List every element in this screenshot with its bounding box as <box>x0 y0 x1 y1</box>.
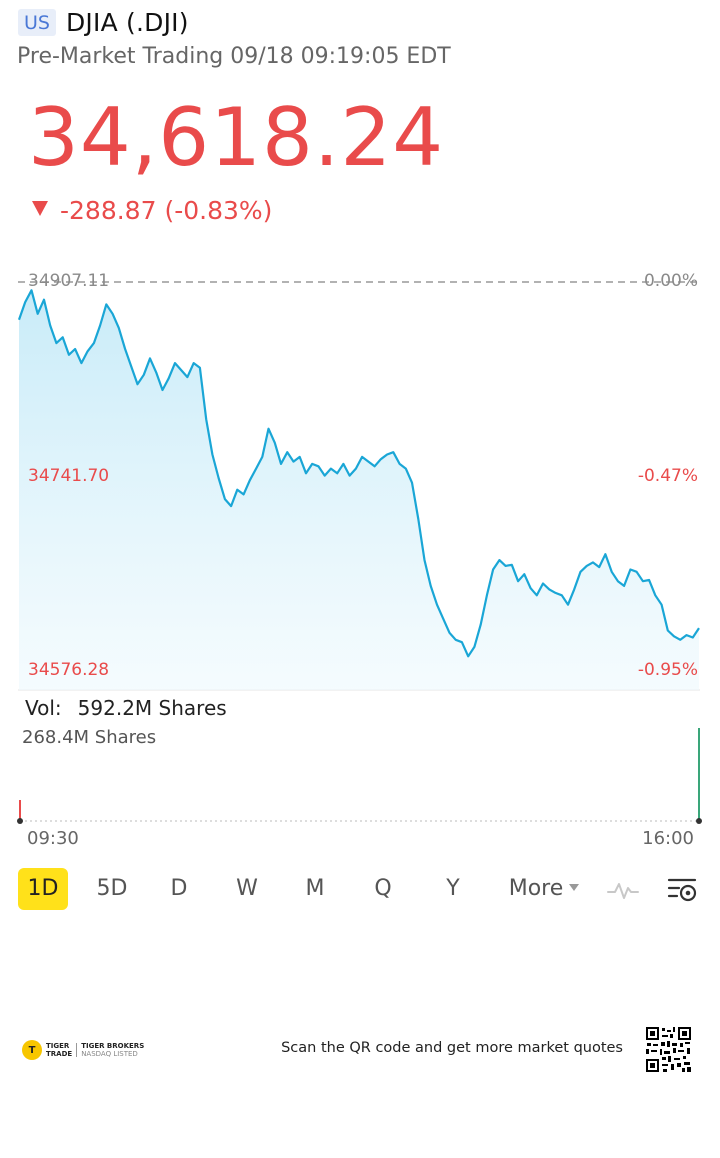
axis-end-dot <box>696 818 702 824</box>
tab-more-label: More <box>508 876 564 901</box>
price-change: -288.87 (-0.83%) <box>32 196 272 225</box>
time-start-label: 09:30 <box>27 828 79 849</box>
volume-bar-open <box>19 800 21 821</box>
tab-1d[interactable]: 1D <box>18 868 68 910</box>
low-price-label: 34576.28 <box>28 660 110 680</box>
tab-q[interactable]: Q <box>374 876 392 901</box>
scan-qr-text: Scan the QR code and get more market quo… <box>281 1040 623 1056</box>
intraday-chart[interactable]: 34907.11 0.00% 34741.70 -0.47% 34576.28 … <box>0 262 720 692</box>
axis-start-dot <box>17 818 23 824</box>
price-line <box>17 289 700 658</box>
tab-5d[interactable]: 5D <box>96 876 128 901</box>
price-area <box>19 290 699 690</box>
change-value: -288.87 (-0.83%) <box>60 196 273 225</box>
last-price: 34,618.24 <box>28 91 445 184</box>
volume-value: 592.2M Shares <box>77 696 227 720</box>
logo-text-line2: TRADE <box>46 1050 73 1058</box>
header: US DJIA (.DJI) <box>18 8 189 37</box>
market-badge: US <box>18 9 56 36</box>
logo-text-line4: NASDAQ LISTED <box>81 1050 138 1058</box>
tab-w[interactable]: W <box>236 876 258 901</box>
tiger-logo: T TIGER TRADE TIGER BROKERS NASDAQ LISTE… <box>22 1040 144 1060</box>
footer: T TIGER TRADE TIGER BROKERS NASDAQ LISTE… <box>0 1020 720 1080</box>
logo-text-line1: TIGER <box>46 1042 70 1050</box>
mid-price-label: 34741.70 <box>28 466 110 486</box>
low-pct-label: -0.95% <box>637 660 698 680</box>
tab-y[interactable]: Y <box>446 876 460 901</box>
tiger-logo-icon: T <box>22 1040 42 1060</box>
tab-m[interactable]: M <box>305 876 325 901</box>
down-arrow-icon <box>32 201 48 216</box>
period-tabs: 1D 5D D W M Q Y More <box>18 868 708 912</box>
logo-divider <box>76 1043 78 1057</box>
time-end-label: 16:00 <box>642 828 694 849</box>
volume-label: Vol: <box>25 696 62 720</box>
qr-code <box>645 1026 692 1073</box>
trading-status: Pre-Market Trading 09/18 09:19:05 EDT <box>17 44 451 69</box>
volume-bar-close <box>698 728 700 821</box>
quote-card: US DJIA (.DJI) Pre-Market Trading 09/18 … <box>0 8 720 912</box>
price-chart-svg <box>17 281 700 691</box>
chart-settings-icon[interactable] <box>666 874 700 904</box>
indicator-icon[interactable] <box>606 874 640 904</box>
volume-max-label: 268.4M Shares <box>22 727 157 748</box>
volume-chart <box>17 728 702 824</box>
logo-text-line3: TIGER BROKERS <box>81 1042 145 1050</box>
prev-close-pct: 0.00% <box>643 271 698 291</box>
ticker-title: DJIA (.DJI) <box>65 8 189 37</box>
volume-row: Vol: 592.2M Shares <box>25 696 227 720</box>
prev-close-label: 34907.11 <box>28 271 110 291</box>
mid-pct-label: -0.47% <box>637 466 698 486</box>
caret-down-icon <box>569 883 580 891</box>
tab-d[interactable]: D <box>170 876 188 901</box>
tab-more[interactable]: More <box>504 868 584 910</box>
